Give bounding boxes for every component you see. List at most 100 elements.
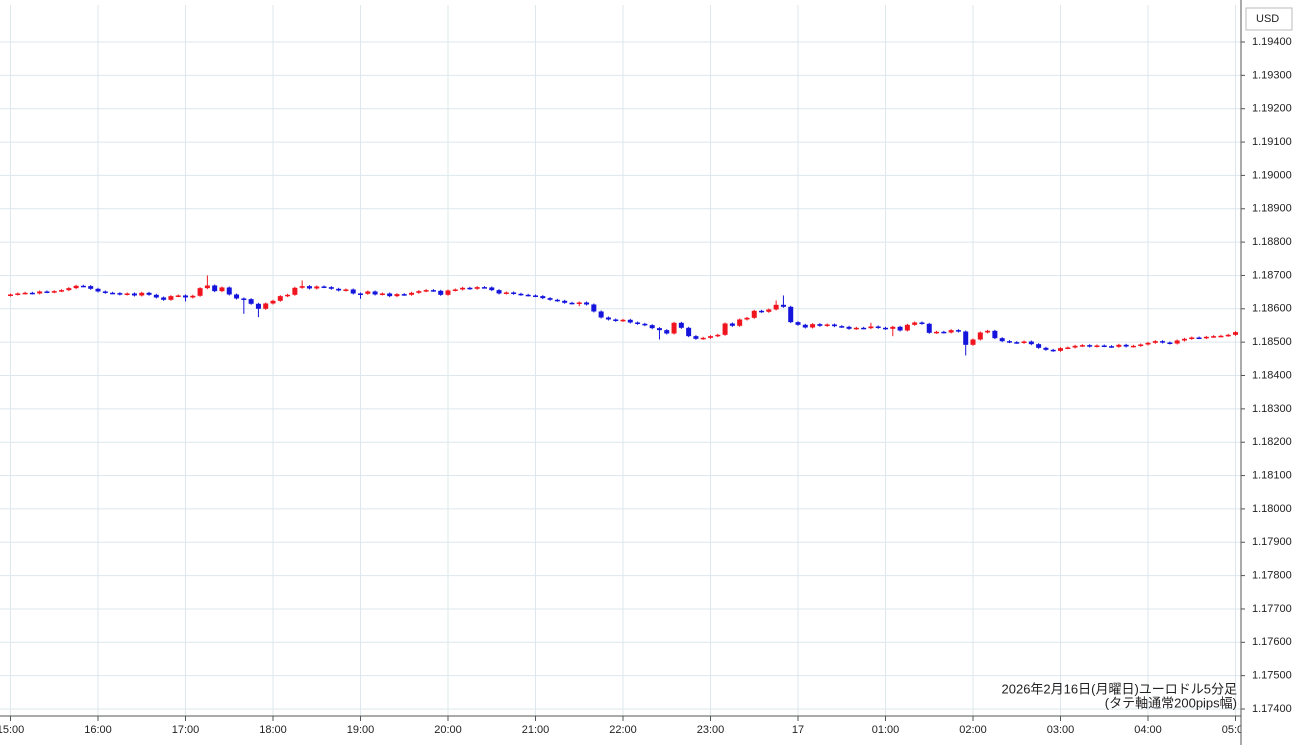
candle-body <box>576 302 582 304</box>
candle-body <box>22 292 28 295</box>
candle-body <box>802 324 808 328</box>
candle-body <box>934 331 940 334</box>
candle-body <box>161 297 167 300</box>
candle-body <box>518 293 524 296</box>
y-tick-label: 1.18700 <box>1252 269 1292 281</box>
candle-body <box>1218 335 1224 338</box>
y-tick-label: 1.17700 <box>1252 603 1292 615</box>
candle-body <box>1174 340 1180 344</box>
candle-body <box>904 324 910 331</box>
y-tick-label: 1.17800 <box>1252 570 1292 582</box>
candle-body <box>409 292 415 295</box>
candle-body <box>29 292 35 295</box>
candle-body <box>759 310 765 313</box>
candle-body <box>212 285 218 292</box>
candle-body <box>1109 346 1115 348</box>
candle-body <box>204 285 210 289</box>
candle-body <box>489 287 495 291</box>
candle-body <box>1160 341 1166 343</box>
y-tick-label: 1.18800 <box>1252 236 1292 248</box>
candle-body <box>977 332 983 340</box>
y-tick-label: 1.19100 <box>1252 136 1292 148</box>
candle-body <box>1065 347 1071 349</box>
candle-body <box>970 339 976 345</box>
candle-body <box>722 323 728 335</box>
candle-body <box>379 293 385 295</box>
candle-body <box>255 303 261 309</box>
x-tick-label: 17:00 <box>172 724 200 736</box>
candle-body <box>671 322 677 334</box>
candle-body <box>1123 344 1129 347</box>
x-tick-label: 20:00 <box>434 724 462 736</box>
candle-body <box>139 292 145 296</box>
x-tick-label: 02:00 <box>959 724 987 736</box>
candle-body <box>8 294 13 296</box>
candle-body <box>496 290 502 294</box>
candle-body <box>868 326 874 329</box>
candle-body <box>846 326 852 329</box>
candle-body <box>620 319 626 322</box>
candle-body <box>853 327 859 330</box>
currency-box <box>1245 7 1293 31</box>
candle-body <box>926 323 932 333</box>
candle-body <box>285 294 291 297</box>
candle-body <box>715 334 721 337</box>
candle-body <box>700 337 706 340</box>
candle-body <box>627 319 633 323</box>
candle-body <box>897 326 903 331</box>
candle-body <box>533 295 539 297</box>
candle-body <box>299 286 305 288</box>
candle-body <box>992 330 998 339</box>
candle-body <box>153 294 159 298</box>
candle-body <box>270 300 276 304</box>
candles <box>8 275 1239 356</box>
candle-body <box>1043 347 1049 350</box>
candle-body <box>416 291 422 293</box>
candle-body <box>248 299 254 304</box>
candle-body <box>780 304 786 307</box>
candle-body <box>613 319 619 321</box>
y-tick-label: 1.19000 <box>1252 169 1292 181</box>
candle-body <box>875 326 881 328</box>
candle-body <box>263 303 269 309</box>
candle-body <box>1130 345 1136 348</box>
candle-body <box>387 293 393 297</box>
candle-body <box>1225 334 1231 337</box>
candle-body <box>1028 341 1034 345</box>
candle-body <box>146 292 152 295</box>
candle-body <box>503 292 509 294</box>
y-tick-label: 1.18300 <box>1252 403 1292 415</box>
candle-body <box>277 296 283 301</box>
candle-body <box>481 287 487 289</box>
x-tick-label: 04:00 <box>1134 724 1162 736</box>
candle-body <box>678 322 684 328</box>
candle-body <box>1079 345 1085 347</box>
candle-body <box>117 293 123 295</box>
candle-body <box>467 287 473 290</box>
candle-body <box>1006 341 1012 343</box>
candle-body <box>890 326 896 329</box>
x-axis: 15:00 16:00 17:00 18:00 19:00 20:00 21:00 22:00… <box>0 716 1249 736</box>
candle-body <box>751 310 757 318</box>
candle-body <box>861 327 867 330</box>
candle-body <box>15 293 21 295</box>
candle-body <box>963 331 969 345</box>
candle-body <box>729 323 735 326</box>
candle-body <box>839 326 845 328</box>
candle-body <box>1138 344 1144 346</box>
candle-body <box>999 338 1005 342</box>
candle-body <box>438 290 444 295</box>
candle-body <box>219 287 225 292</box>
candle-body <box>59 290 65 292</box>
candle-body <box>635 322 641 324</box>
candle-body <box>336 288 342 291</box>
candle-body <box>234 294 240 299</box>
candle-body <box>985 330 991 333</box>
candle-body <box>1196 337 1202 339</box>
candle-body <box>1101 345 1107 347</box>
candle-body <box>314 286 320 289</box>
candle-body <box>1189 337 1195 339</box>
candle-body <box>693 336 699 339</box>
